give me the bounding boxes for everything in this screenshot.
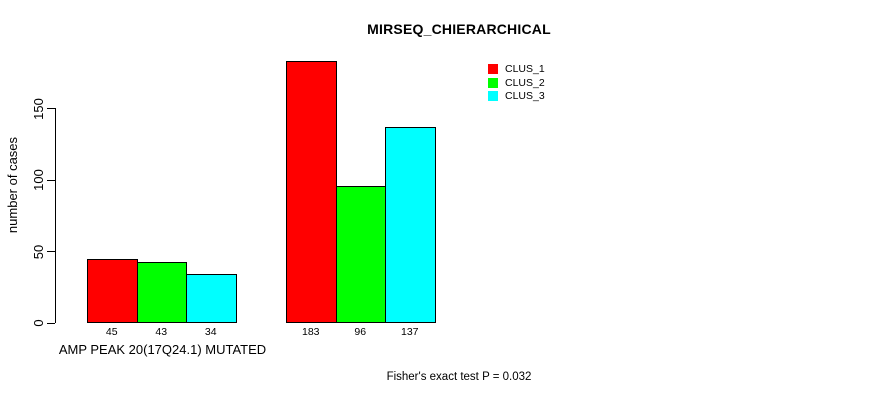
y-axis-title: number of cases bbox=[4, 136, 20, 234]
bar-value-label: 137 bbox=[400, 326, 419, 338]
bar-clus_1-group2 bbox=[286, 61, 337, 323]
y-tick-mark bbox=[47, 251, 55, 252]
legend-swatch-clus_2 bbox=[488, 77, 498, 88]
y-tick-label: 50 bbox=[30, 244, 46, 259]
legend: CLUS_1 CLUS_2 CLUS_3 bbox=[488, 64, 545, 102]
legend-label: CLUS_2 bbox=[505, 76, 545, 89]
y-tick-label: 150 bbox=[30, 97, 46, 120]
legend-swatch-clus_1 bbox=[488, 64, 498, 75]
legend-row: CLUS_1 bbox=[488, 64, 545, 75]
legend-row: CLUS_3 bbox=[488, 91, 545, 102]
y-tick-label: 100 bbox=[30, 169, 46, 191]
y-tick-mark bbox=[47, 179, 55, 181]
y-axis-line bbox=[55, 108, 56, 323]
bar-value-label: 34 bbox=[204, 326, 217, 338]
fisher-test-annotation: Fisher's exact test P = 0.032 bbox=[386, 371, 532, 383]
y-tick-mark bbox=[47, 322, 55, 324]
bar-clus_1-group1 bbox=[87, 258, 138, 323]
x-group-label: AMP PEAK 20(17Q24.1) MUTATED bbox=[58, 342, 267, 357]
y-tick-mark bbox=[47, 108, 55, 109]
legend-swatch-clus_3 bbox=[488, 91, 498, 102]
y-tick-label: 0 bbox=[30, 319, 46, 327]
bar-clus_2-group2 bbox=[335, 185, 386, 323]
legend-row: CLUS_2 bbox=[488, 76, 545, 89]
chart-title: MIRSEQ_CHIERARCHICAL bbox=[367, 21, 551, 37]
bar-clus_3-group1 bbox=[186, 274, 237, 323]
bar-clus_2-group1 bbox=[136, 261, 187, 323]
bar-value-label: 183 bbox=[301, 326, 320, 338]
legend-label: CLUS_1 bbox=[505, 63, 545, 75]
bar-clus_3-group2 bbox=[385, 127, 436, 323]
legend-label: CLUS_3 bbox=[505, 90, 545, 102]
bar-value-label: 45 bbox=[105, 326, 118, 338]
bar-value-label: 96 bbox=[354, 326, 367, 338]
bar-value-label: 43 bbox=[155, 326, 168, 338]
